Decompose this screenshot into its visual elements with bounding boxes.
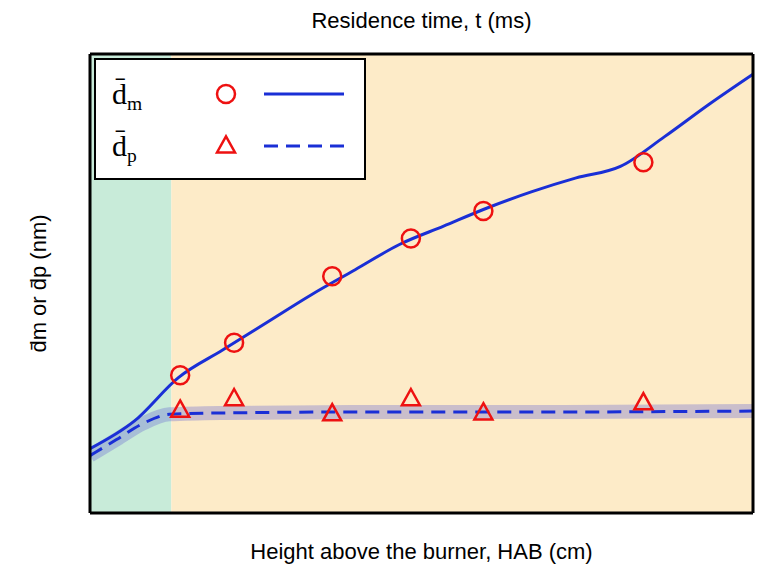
svg-text:d̄m: d̄m <box>112 77 142 114</box>
svg-text:d̄m or d̄p (nm): d̄m or d̄p (nm) <box>26 214 51 352</box>
svg-text:d̄p: d̄p <box>112 129 137 166</box>
svg-text:Height above the burner, HAB (: Height above the burner, HAB (cm) <box>250 539 592 564</box>
svg-text:Residence time, t (ms): Residence time, t (ms) <box>311 8 531 33</box>
